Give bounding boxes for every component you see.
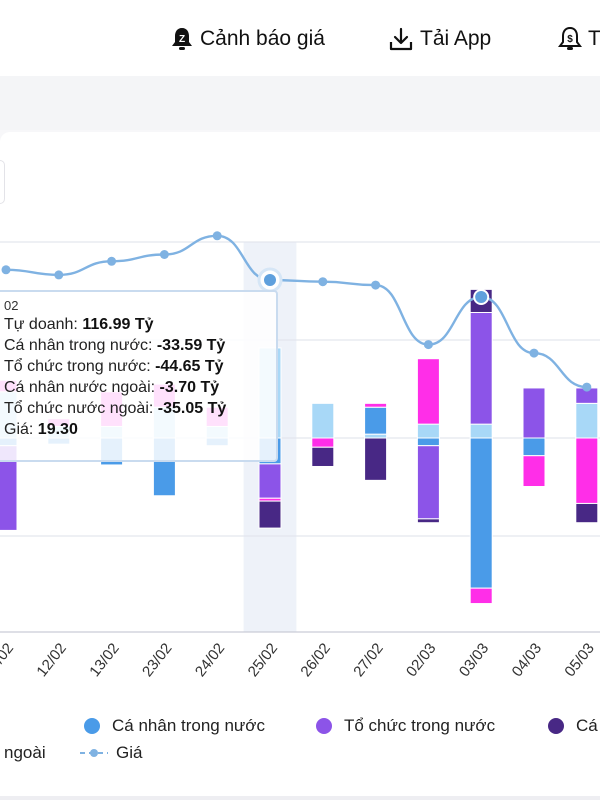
x-tick-label: /02 (0, 640, 17, 667)
bar-segment[interactable] (364, 406, 388, 435)
bar-segment[interactable] (311, 402, 335, 439)
bar-segment[interactable] (416, 518, 440, 524)
bottom-divider (0, 796, 600, 800)
bar-segment[interactable] (469, 311, 493, 425)
tooltip-date: 02 (4, 298, 19, 313)
bar-segment[interactable] (416, 437, 440, 447)
legend-to-chuc-trong-nuoc[interactable]: Tổ chức trong nước (316, 716, 495, 736)
x-tick-label: 12/02 (33, 640, 70, 680)
bar-segment[interactable] (258, 500, 282, 529)
x-tick-label: 02/03 (403, 640, 440, 680)
bar-segment[interactable] (522, 455, 546, 488)
tooltip-row: Cá nhân nước ngoài: -3.70 Tỷ (4, 379, 220, 396)
legend-to-chuc-nuoc-ngoai[interactable]: Cá (548, 716, 598, 736)
price-point[interactable] (159, 250, 169, 259)
price-point[interactable] (54, 270, 64, 280)
tooltip-row: Giá: 19.30 (4, 421, 78, 438)
price-point[interactable] (423, 340, 433, 350)
price-point[interactable] (582, 382, 592, 392)
bar-segment[interactable] (416, 358, 440, 425)
price-point[interactable] (1, 265, 11, 275)
svg-text:$: $ (567, 34, 573, 45)
bar-segment[interactable] (364, 437, 388, 481)
tooltip-row: Tổ chức nước ngoài: -35.05 Tỷ (4, 400, 227, 417)
bell-icon: Z (172, 28, 192, 50)
legend-label: Tổ chức trong nước (344, 716, 496, 735)
bar-segment[interactable] (522, 387, 546, 439)
bar-segment[interactable] (311, 446, 335, 467)
price-alert-label: Cảnh báo giá (200, 27, 325, 50)
bar-segment[interactable] (575, 502, 599, 524)
legend-line-icon (80, 749, 108, 757)
bar-segment[interactable] (416, 423, 440, 439)
legend-label: Cá (576, 716, 598, 735)
legend-label: Cá nhân trong nước (112, 716, 265, 735)
price-point-active[interactable] (264, 274, 276, 286)
tooltip-row: Tự doanh: 116.99 Tỷ (4, 316, 154, 333)
bar-segment[interactable] (469, 437, 493, 589)
x-tick-label: 27/02 (350, 640, 387, 680)
legend-dot (84, 718, 100, 734)
download-app-label: Tải App (420, 27, 492, 50)
bar-segment[interactable] (575, 437, 599, 504)
price-point[interactable] (371, 280, 381, 290)
price-point[interactable] (529, 348, 539, 358)
bell-dollar-icon: $ (558, 26, 582, 50)
bar-segment[interactable] (364, 433, 388, 439)
third-nav-label: T (588, 27, 600, 50)
svg-text:Z: Z (179, 34, 185, 45)
chart-tooltip: 02 Tự doanh: 116.99 Tỷ Cá nhân trong nướ… (0, 290, 278, 462)
legend-dot (548, 718, 564, 734)
price-point[interactable] (107, 256, 117, 266)
chart-card (0, 132, 600, 796)
x-tick-label: 05/03 (561, 640, 598, 680)
tooltip-row: Cá nhân trong nước: -33.59 Tỷ (4, 337, 226, 354)
third-nav-button[interactable]: $ T (558, 24, 600, 54)
bar-segment[interactable] (469, 423, 493, 439)
x-tick-label: 25/02 (245, 640, 282, 680)
top-navbar: Z Cảnh báo giá Tải App $ T (0, 0, 600, 76)
x-tick-label: 03/03 (456, 640, 493, 680)
bar-segment[interactable] (416, 445, 440, 520)
legend-ca-nhan-trong-nuoc[interactable]: Cá nhân trong nước (84, 716, 265, 736)
price-point[interactable] (212, 231, 222, 241)
bar-segment[interactable] (311, 437, 335, 448)
bar-segment[interactable] (364, 402, 388, 408)
x-tick-label: 13/02 (86, 640, 123, 680)
bar-segment[interactable] (469, 587, 493, 605)
legend-dot (316, 718, 332, 734)
x-axis: /02 12/02 13/02 23/02 24/02 25/02 26/02 27/02 02… (0, 640, 598, 680)
toolbar-band (0, 76, 600, 130)
price-point[interactable] (473, 289, 490, 305)
price-point[interactable] (318, 277, 328, 287)
legend-ca-nhan-nuoc-ngoai[interactable]: ngoài (4, 743, 46, 763)
x-tick-label: 04/03 (509, 640, 546, 680)
legend-gia[interactable]: Giá (80, 743, 142, 763)
x-tick-label: 23/02 (139, 640, 176, 680)
tooltip-row: Tổ chức trong nước: -44.65 Tỷ (4, 358, 224, 375)
legend-label: ngoài (4, 743, 46, 762)
x-tick-label: 26/02 (297, 640, 334, 680)
price-alert-button[interactable]: Z Cảnh báo giá (170, 24, 325, 54)
download-icon (389, 27, 413, 51)
bar-segment[interactable] (258, 463, 282, 499)
bar-segment[interactable] (575, 402, 599, 439)
x-tick-label: 24/02 (192, 640, 229, 680)
bar-segment[interactable] (522, 437, 546, 457)
price-line (1, 231, 592, 392)
legend-label: Giá (116, 743, 143, 762)
download-app-button[interactable]: Tải App (388, 24, 491, 54)
